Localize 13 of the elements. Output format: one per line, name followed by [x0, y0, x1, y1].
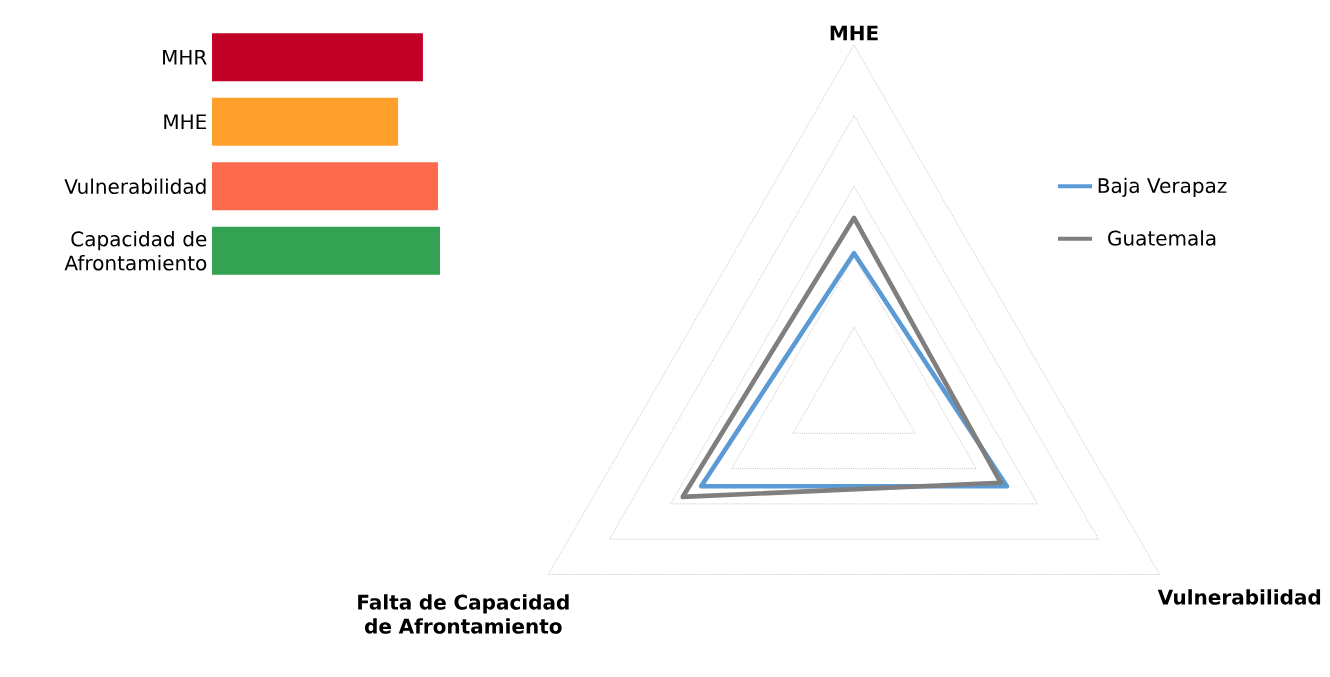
- spoke-label: Vulnerabilidad: [1157, 589, 1321, 605]
- bar: [212, 33, 423, 82]
- bar: [212, 226, 441, 275]
- spoke-label: MHE: [830, 25, 878, 41]
- bar: [212, 97, 399, 146]
- spoke-label: Falta de Capacidad de Afrontamiento: [358, 594, 569, 634]
- legend-label: Guatemala: [1108, 230, 1216, 246]
- y-tick-label: Capacidad de Afrontamiento: [64, 231, 207, 271]
- bar: [212, 162, 438, 211]
- y-tick-label: MHE: [164, 114, 207, 130]
- y-tick-label: Vulnerabilidad: [64, 178, 206, 194]
- y-tick-label: MHR: [163, 49, 207, 65]
- legend-label: Baja Verapaz: [1098, 177, 1227, 198]
